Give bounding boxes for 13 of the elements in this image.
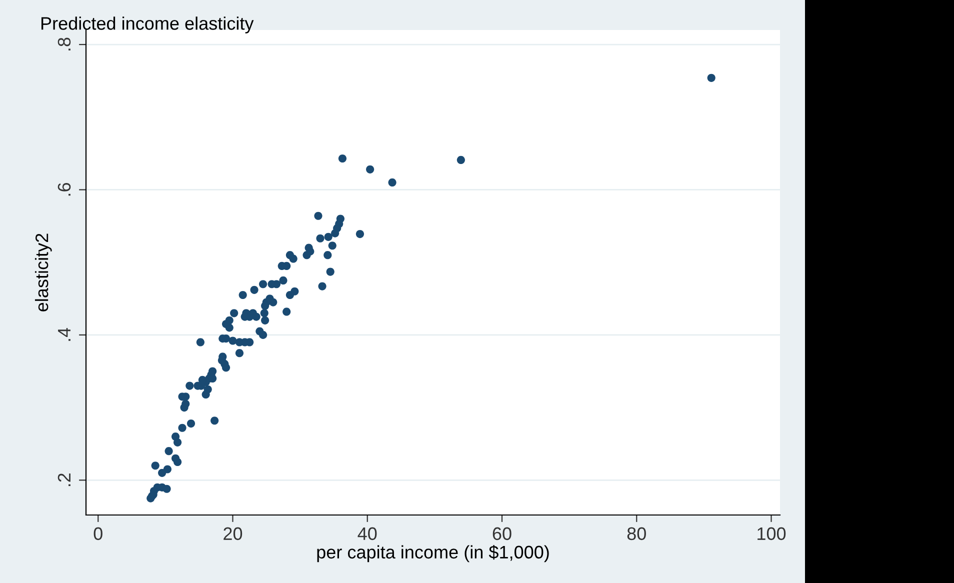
x-axis-title: per capita income (in $1,000) (317, 545, 549, 562)
x-tick-label: 0 (94, 527, 102, 540)
x-tick-label: 60 (492, 527, 512, 540)
y-axis-title: elasticity2 (34, 234, 52, 312)
x-tick-label: 40 (358, 527, 377, 540)
y-tick-label: .2 (58, 474, 70, 486)
chart-title: Predicted income elasticity (41, 16, 254, 34)
y-tick-label: .6 (58, 182, 71, 196)
y-tick-label: .4 (58, 328, 70, 341)
y-tick-label: .8 (58, 38, 71, 50)
x-tick-label: 20 (224, 527, 242, 540)
x-tick-label: 80 (627, 527, 646, 540)
x-tick-label: 100 (758, 527, 786, 540)
